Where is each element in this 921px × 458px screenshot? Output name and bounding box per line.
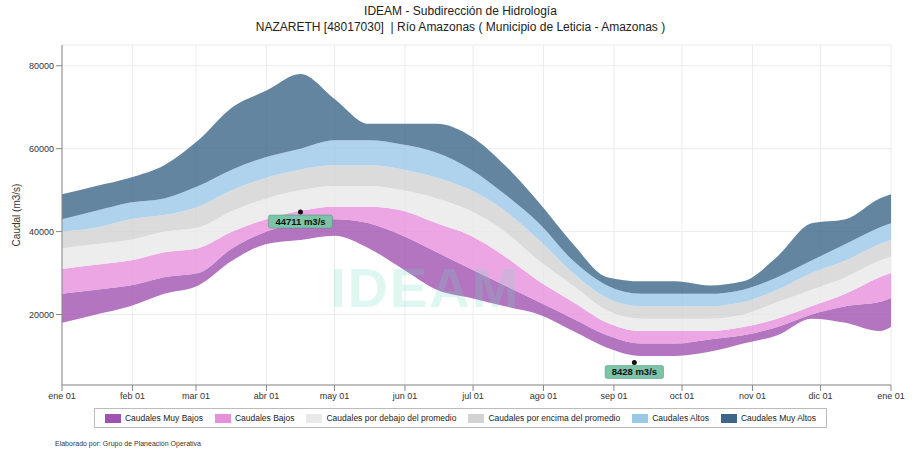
html-text:Caudales Muy Bajos: Caudales Muy Bajos xyxy=(124,413,203,423)
html-text:Elaborado por: Grupo de Planea: Elaborado por: Grupo de Planeación Opera… xyxy=(55,440,201,447)
svg-text:oct 01: oct 01 xyxy=(670,391,695,401)
svg-text:mar 01: mar 01 xyxy=(182,391,210,401)
html-text:NAZARETH [48017030] | Río Amaz: NAZARETH [48017030] | Río Amazonas ( Mun… xyxy=(255,20,666,34)
svg-text:8428 m3/s: 8428 m3/s xyxy=(612,366,657,377)
html-text:Caudales Muy Altos: Caudales Muy Altos xyxy=(740,413,817,423)
svg-text:may 01: may 01 xyxy=(320,391,350,401)
svg-text:20000: 20000 xyxy=(29,310,54,320)
html-text:Caudales por encima del promed: Caudales por encima del promedio xyxy=(488,413,621,423)
html-text:IDEAM - Subdirección de Hidrol: IDEAM - Subdirección de Hidrología xyxy=(364,4,557,18)
svg-text:dic 01: dic 01 xyxy=(809,391,833,401)
svg-text:ene 01: ene 01 xyxy=(48,391,76,401)
svg-text:ago 01: ago 01 xyxy=(530,391,558,401)
svg-text:60000: 60000 xyxy=(29,144,54,154)
svg-text:nov 01: nov 01 xyxy=(739,391,766,401)
svg-text:40000: 40000 xyxy=(29,227,54,237)
html-text:Caudales Bajos: Caudales Bajos xyxy=(234,413,295,423)
svg-text:44711 m3/s: 44711 m3/s xyxy=(275,216,325,227)
svg-text:jul 01: jul 01 xyxy=(461,391,484,401)
html-text:Caudales por debajo del promed: Caudales por debajo del promedio xyxy=(326,413,457,423)
svg-text:abr 01: abr 01 xyxy=(254,391,280,401)
svg-text:sep 01: sep 01 xyxy=(600,391,627,401)
svg-text:jun 01: jun 01 xyxy=(392,391,418,401)
html-text:Caudales Altos: Caudales Altos xyxy=(652,413,709,423)
svg-text:ene 01: ene 01 xyxy=(877,391,905,401)
svg-text:80000: 80000 xyxy=(29,61,54,71)
svg-text:feb 01: feb 01 xyxy=(120,391,145,401)
html-text:IDEAM: IDEAM xyxy=(330,256,521,319)
svg-text:Caudal (m3/s): Caudal (m3/s) xyxy=(11,184,22,247)
